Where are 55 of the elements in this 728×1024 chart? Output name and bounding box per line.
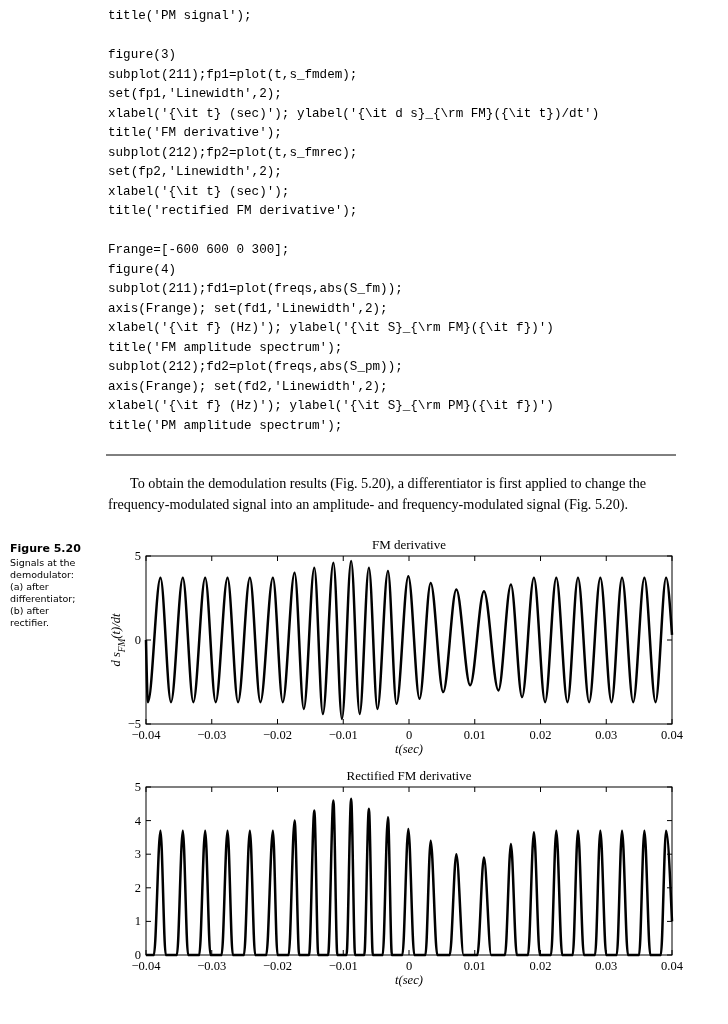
x-axis-title: t(sec) [395, 973, 423, 987]
x-tick-label: 0.02 [529, 959, 552, 973]
text: xlabel('{\it f} (Hz)'); ylabel('{\it S}_{\rm FM}({\it f})') [108, 321, 554, 335]
y-tick-label: 0 [134, 948, 141, 962]
y-tick-label: 5 [134, 549, 141, 563]
text: Frange=[-600 600 0 300]; [108, 243, 290, 257]
chart-title: Rectified FM derivative [346, 768, 472, 783]
text: xlabel('{\it t} (sec)'); ylabel('{\it d s}_{\rm FM}({\it t})/dt') [108, 106, 600, 121]
y-tick-label: 1 [134, 914, 141, 929]
caption: Figure 5.20 [10, 542, 82, 555]
text: frequency-modulated signal into an amplitude- and frequency-modulated signal (Fig. 5.20). [108, 496, 629, 513]
x-tick-label: 0.04 [661, 959, 684, 973]
text: subplot(212);fp2=plot(t,s_fmrec); [108, 145, 358, 160]
x-tick-label: −0.01 [328, 959, 358, 973]
text: title('PM signal'); [108, 9, 252, 23]
chart-title: FM derivative [371, 537, 447, 552]
text: figure(3) [108, 48, 177, 62]
text: subplot(211);fp1=plot(t,s_fmdem); [108, 67, 358, 82]
text: axis(Frange); set(fd2,'Linewidth',2); [108, 379, 388, 394]
text: subplot(211);fd1=plot(freqs,abs(S_fm)); [108, 282, 403, 296]
text: title('rectified FM derivative'); [108, 204, 358, 218]
y-tick-label: 3 [134, 847, 141, 862]
y-tick-label: 5 [134, 780, 141, 794]
x-tick-label: −0.02 [263, 728, 292, 742]
x-tick-label: 0.03 [595, 959, 618, 973]
x-tick-label: 0.04 [661, 728, 684, 742]
x-axis-title: t(sec) [395, 742, 423, 756]
x-tick-label: 0.01 [463, 728, 486, 742]
text: xlabel('{\it f} (Hz)'); ylabel('{\it S}_{\rm PM}({\it f})') [108, 399, 554, 413]
text: set(fp1,'Linewidth',2); [108, 87, 282, 101]
y-tick-label: 2 [134, 880, 141, 895]
x-tick-label: 0 [405, 959, 413, 973]
x-tick-label: 0 [405, 728, 413, 742]
text: xlabel('{\it t} (sec)'); [108, 184, 290, 199]
x-tick-label: 0.01 [463, 959, 486, 973]
text: subplot(212);fd2=plot(freqs,abs(S_pm)); [108, 360, 403, 374]
x-tick-label: −0.03 [197, 959, 227, 973]
x-tick-label: −0.04 [131, 959, 162, 973]
x-tick-label: −0.04 [131, 728, 162, 742]
y-tick-label: 4 [134, 813, 142, 828]
y-tick-label: 0 [134, 633, 141, 647]
text: Signals at the demodulator: (a) after differentiator; (b) after rectifier. [10, 557, 76, 628]
text: To obtain the demodulation results (Fig. 5.20), a differentiator is first applied to change the [130, 475, 647, 492]
x-tick-label: 0.02 [529, 728, 552, 742]
y-tick-label: −5 [127, 717, 141, 731]
text: figure(4) [108, 262, 177, 277]
text: title('FM amplitude spectrum'); [108, 340, 343, 355]
text: title('PM amplitude spectrum'); [108, 418, 343, 433]
text: set(fp2,'Linewidth',2); [108, 165, 282, 179]
x-tick-label: −0.02 [263, 959, 292, 973]
x-tick-label: −0.01 [328, 728, 358, 742]
x-tick-label: −0.03 [197, 728, 227, 742]
x-tick-label: 0.03 [595, 728, 618, 742]
text: title('FM derivative'); [108, 126, 282, 140]
text: axis(Frange); set(fd1,'Linewidth',2); [108, 301, 388, 316]
